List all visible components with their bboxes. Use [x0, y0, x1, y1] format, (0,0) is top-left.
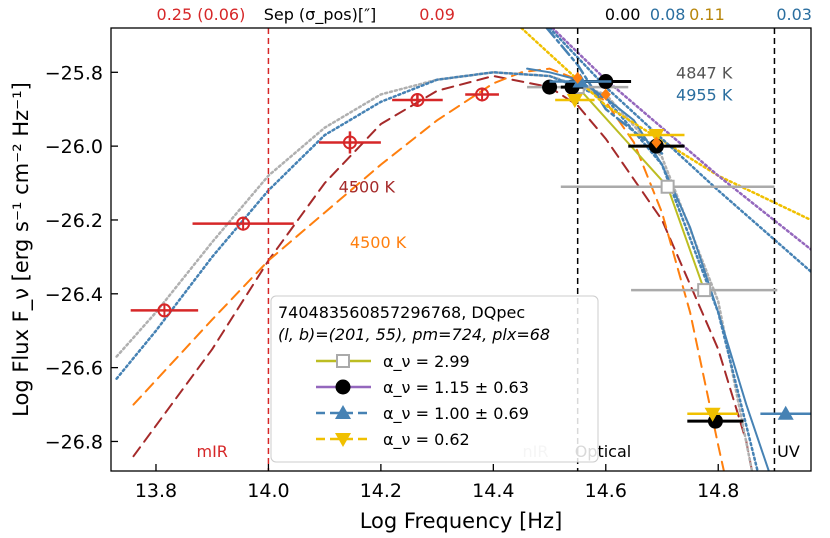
- sep-value-3: 0.08: [650, 5, 686, 24]
- y-tick-label-2: −26.2: [45, 210, 103, 232]
- curve-6: [520, 28, 811, 222]
- y-axis-title: Log Flux F_ν [erg s⁻¹ cm⁻² Hz⁻¹]: [9, 82, 34, 417]
- x-tick-label-0: 13.8: [135, 480, 177, 502]
- point-5-1: [600, 88, 611, 101]
- legend-label-2: α_ν = 1.00 ± 0.69: [383, 404, 529, 424]
- band-label-0: mIR: [196, 442, 227, 461]
- temperature-label-0: 4847 K: [676, 63, 733, 82]
- photometry-points: [130, 71, 811, 429]
- series-4: [555, 93, 738, 422]
- x-tick-label-3: 14.4: [472, 480, 514, 502]
- legend: 740483560857296768, DQpec (l, b)=(201, 55…: [270, 295, 599, 463]
- temperature-label-2: 4500 K: [339, 178, 396, 197]
- point-3-1: [777, 405, 794, 420]
- x-axis-title: Log Frequency [Hz]: [360, 509, 563, 533]
- point-4-0: [566, 93, 583, 108]
- curve-9: [576, 86, 706, 292]
- legend-label-0: α_ν = 2.99: [383, 352, 470, 372]
- temperature-label-3: 4500 K: [350, 233, 407, 252]
- axis-ticks: 13.8 14.0 14.2 14.4 14.6 14.8 −25.8 −26.0 −26.2 −…: [45, 62, 740, 502]
- point-3-0: [572, 73, 589, 88]
- point-0-0: [157, 303, 172, 318]
- series-3: [549, 73, 811, 420]
- legend-marker-2: [335, 405, 351, 419]
- plot-frame: [110, 27, 812, 472]
- series-5: [572, 71, 662, 149]
- sep-value-0: 0.25 (0.06): [157, 5, 246, 24]
- sep-value-1: 0.09: [419, 5, 455, 24]
- point-0-4: [475, 87, 490, 102]
- curve-2: [115, 71, 754, 471]
- annotations: Log Frequency [Hz] Log Flux F_ν [erg s⁻¹ …: [9, 5, 812, 533]
- temperature-label-1: 4955 K: [676, 85, 733, 104]
- legend-marker-3: [335, 433, 351, 447]
- point-0-2: [342, 135, 357, 150]
- legend-label-3: α_ν = 0.62: [383, 430, 470, 450]
- point-4-1: [648, 129, 665, 144]
- y-tick-label-1: −26.0: [45, 136, 103, 158]
- series-0: [130, 87, 499, 318]
- legend-marker-1: [335, 379, 351, 395]
- legend-title-1: 740483560857296768, DQpec: [278, 303, 525, 322]
- sep-value-5: 0.03: [776, 5, 812, 24]
- sep-label: Sep (σ_pos)[″]: [264, 5, 377, 25]
- y-tick-label-4: −26.6: [45, 358, 103, 380]
- point-5-0: [572, 71, 583, 84]
- legend-label-1: α_ν = 1.15 ± 0.63: [383, 378, 529, 398]
- point-1-1: [660, 179, 675, 194]
- x-tick-label-5: 14.8: [697, 480, 739, 502]
- y-tick-label-0: −25.8: [45, 62, 103, 84]
- point-2-0: [542, 79, 558, 95]
- y-tick-label-5: −26.8: [45, 431, 103, 453]
- legend-title-2: (l, b)=(201, 55), pm=724, plx=68: [278, 325, 550, 344]
- legend-marker-0: [336, 354, 350, 368]
- point-0-1: [236, 216, 251, 231]
- curve-7: [551, 28, 811, 251]
- legend-box: [270, 295, 599, 463]
- band-label-3: UV: [777, 442, 800, 461]
- y-tick-label-3: −26.4: [45, 284, 103, 306]
- point-1-2: [697, 283, 712, 298]
- curve-0: [132, 74, 753, 471]
- sep-value-2: 0.00: [605, 5, 641, 24]
- point-5-2: [651, 136, 662, 149]
- x-tick-label-1: 14.0: [247, 480, 289, 502]
- curve-8: [548, 28, 811, 273]
- point-4-2: [704, 407, 721, 422]
- x-tick-label-4: 14.6: [585, 480, 627, 502]
- point-0-3: [410, 92, 425, 107]
- sep-value-4: 0.11: [689, 5, 725, 24]
- x-tick-label-2: 14.2: [360, 480, 402, 502]
